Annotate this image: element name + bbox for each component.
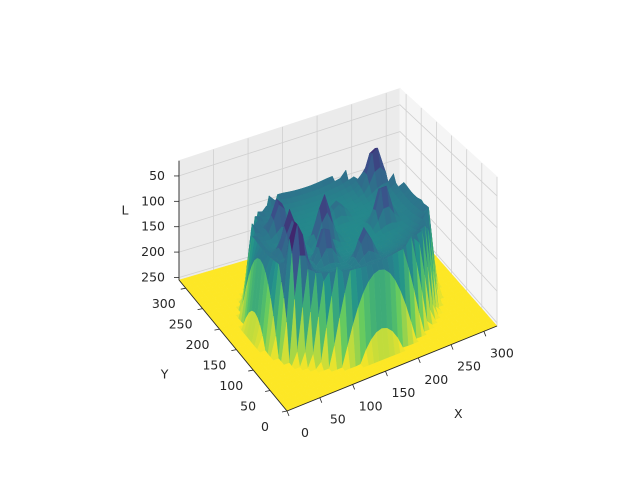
z-tick-label: 200 xyxy=(141,244,165,259)
y-tick-mark xyxy=(231,349,237,351)
y-tick-label: 200 xyxy=(186,337,210,352)
x-tick-label: 200 xyxy=(424,372,448,387)
tick-labels: 0 50 100 150 200 250 300 0 50 100 150 200 250 300 50 10… xyxy=(141,168,514,440)
z-axis-label: L xyxy=(122,203,129,218)
x-tick-mark xyxy=(385,371,388,377)
x-tick-mark xyxy=(450,344,454,350)
x-tick-label: 300 xyxy=(490,345,514,360)
x-tick-mark xyxy=(417,357,421,364)
axis-lines xyxy=(178,160,498,412)
y-axis-label: Y xyxy=(160,366,169,381)
z-tick-label: 250 xyxy=(141,269,165,284)
grid-line-z xyxy=(178,104,498,197)
x-axis-label: X xyxy=(454,406,463,421)
x-tick-label: 50 xyxy=(330,412,346,427)
grid-line-z xyxy=(178,131,498,228)
y-tick-label: 0 xyxy=(261,419,269,434)
x-tick-label: 100 xyxy=(359,398,383,413)
y-tick-label: 50 xyxy=(240,399,256,414)
y-tick-mark xyxy=(180,287,186,290)
x-tick-mark xyxy=(352,384,355,390)
z-tick-label: 100 xyxy=(141,193,165,208)
x-tick-label: 250 xyxy=(457,359,481,374)
x-tick-mark xyxy=(319,397,323,403)
x-tick-label: 0 xyxy=(301,425,309,440)
y-tick-label: 100 xyxy=(219,378,243,393)
y-axis-line xyxy=(178,279,288,412)
surface-mesh xyxy=(178,147,498,412)
y-tick-label: 250 xyxy=(169,317,193,332)
z-tick-label: 50 xyxy=(149,168,165,183)
y-tick-mark xyxy=(281,410,288,413)
z-tick-label: 150 xyxy=(141,219,165,234)
y-tick-mark xyxy=(214,328,220,331)
x-tick-mark xyxy=(483,331,487,337)
x-tick-label: 150 xyxy=(392,385,416,400)
y-tick-mark xyxy=(265,390,271,392)
y-tick-mark xyxy=(248,369,254,372)
y-tick-mark xyxy=(197,308,203,311)
y-tick-label: 300 xyxy=(152,296,176,311)
grid-line-z xyxy=(178,158,498,260)
x-tick-mark xyxy=(286,410,290,417)
x-axis-line xyxy=(286,325,498,412)
y-tick-label: 150 xyxy=(202,358,226,373)
